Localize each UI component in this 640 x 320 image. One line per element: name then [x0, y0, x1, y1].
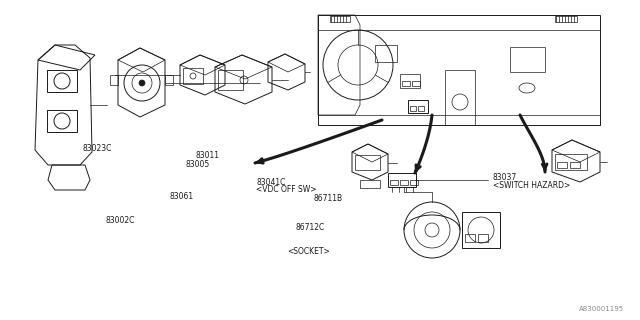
Bar [510, 47, 545, 72]
Bar [390, 180, 398, 185]
Bar [183, 68, 203, 84]
Bar [375, 45, 397, 62]
Bar [478, 234, 488, 242]
Bar [408, 100, 428, 113]
Circle shape [139, 80, 145, 86]
Bar [400, 180, 408, 185]
Text: 86711B: 86711B [314, 194, 343, 203]
Bar [110, 75, 118, 85]
Bar [465, 234, 475, 242]
Text: 83041C: 83041C [256, 178, 285, 187]
Bar [388, 173, 416, 187]
Text: <SWITCH HAZARD>: <SWITCH HAZARD> [493, 181, 570, 190]
Text: 86712C: 86712C [296, 223, 325, 232]
Bar [165, 75, 173, 85]
Bar [400, 74, 420, 88]
Text: 83002C: 83002C [106, 216, 135, 225]
Bar [412, 81, 420, 86]
Bar [418, 106, 424, 111]
Bar [555, 16, 577, 22]
Bar [330, 16, 350, 22]
Text: <SOCKET>: <SOCKET> [287, 247, 330, 256]
Bar [47, 70, 77, 92]
Text: A830001195: A830001195 [579, 306, 624, 312]
Text: 83011: 83011 [195, 151, 219, 160]
Bar [218, 70, 243, 90]
Bar [410, 180, 418, 185]
Bar [557, 162, 567, 168]
Text: 83005: 83005 [186, 160, 210, 169]
Text: 83061: 83061 [170, 192, 194, 201]
Bar [445, 70, 475, 125]
Bar [555, 154, 587, 170]
Text: 83037: 83037 [493, 173, 517, 182]
Bar [462, 212, 500, 248]
Bar [355, 155, 380, 170]
Text: <VDC OFF SW>: <VDC OFF SW> [256, 185, 317, 194]
Bar [570, 162, 580, 168]
Bar [47, 110, 77, 132]
Text: 83023C: 83023C [83, 144, 112, 153]
Bar [402, 81, 410, 86]
Bar [410, 106, 416, 111]
